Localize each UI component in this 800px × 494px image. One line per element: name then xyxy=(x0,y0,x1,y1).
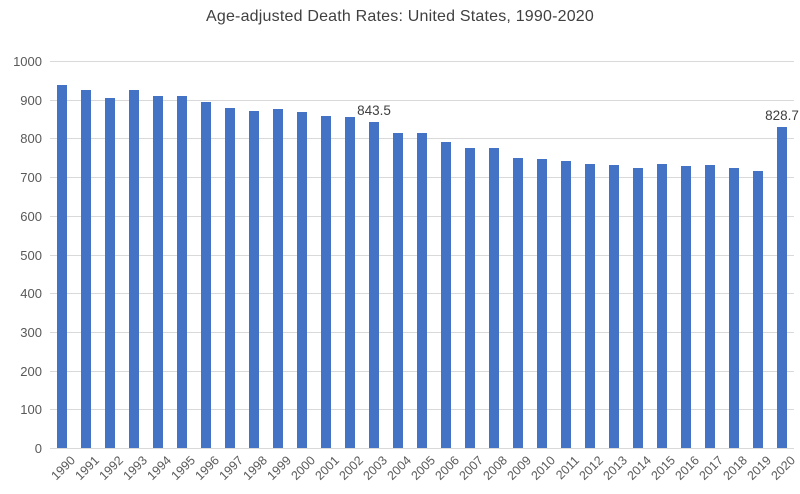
x-axis-tick-label: 2020 xyxy=(768,453,799,483)
bar-2014 xyxy=(633,167,643,448)
x-axis-tick-label: 2011 xyxy=(553,453,583,483)
bar-2008 xyxy=(489,148,499,448)
x-axis-tick-label: 1992 xyxy=(96,453,127,483)
data-label-2020: 828.7 xyxy=(765,108,799,124)
bar-2010 xyxy=(537,158,547,448)
bar-1996 xyxy=(201,101,211,448)
y-axis-tick-label: 0 xyxy=(34,441,42,456)
bar-2006 xyxy=(441,141,451,448)
x-axis-tick-label: 2012 xyxy=(576,453,607,483)
bar-1991 xyxy=(81,90,91,448)
x-axis-tick-label: 2001 xyxy=(312,453,343,483)
x-axis-tick-label: 2004 xyxy=(384,453,415,483)
bar-2003 xyxy=(369,121,379,448)
x-axis-tick-label: 2013 xyxy=(600,453,631,483)
bar-2016 xyxy=(681,165,691,448)
gridline-0 xyxy=(50,448,794,449)
x-axis-tick-label: 2002 xyxy=(336,453,367,483)
x-axis-tick-label: 2000 xyxy=(288,453,319,483)
bar-1995 xyxy=(177,95,187,448)
x-axis-tick-label: 2007 xyxy=(456,453,487,483)
bar-2013 xyxy=(609,164,619,448)
y-axis-tick-label: 700 xyxy=(20,170,42,185)
bar-2002 xyxy=(345,116,355,448)
bar-1998 xyxy=(249,111,259,448)
bar-1997 xyxy=(225,108,235,448)
bar-1994 xyxy=(153,95,163,448)
gridline-1000 xyxy=(50,61,794,62)
x-axis-tick-label: 2003 xyxy=(360,453,391,483)
x-axis-tick-label: 2008 xyxy=(480,453,511,483)
y-axis-tick-label: 800 xyxy=(20,131,42,146)
bar-2001 xyxy=(321,115,331,448)
bar-1993 xyxy=(129,89,139,448)
bar-2000 xyxy=(297,111,307,448)
x-axis-tick-label: 2018 xyxy=(720,453,751,483)
x-axis-tick-label: 2014 xyxy=(624,453,655,483)
x-axis-tick-label: 1993 xyxy=(120,453,151,483)
y-axis-tick-label: 1000 xyxy=(13,54,42,69)
x-axis-tick-label: 1997 xyxy=(216,453,247,483)
bar-2015 xyxy=(657,164,667,448)
y-axis-tick-label: 900 xyxy=(20,93,42,108)
bar-1992 xyxy=(105,97,115,448)
y-axis-tick-label: 500 xyxy=(20,248,42,263)
gridline-900 xyxy=(50,100,794,101)
bar-2007 xyxy=(465,147,475,448)
bar-2005 xyxy=(417,132,427,448)
x-axis-tick-label: 2010 xyxy=(528,453,559,483)
bar-2019 xyxy=(753,171,763,448)
bar-2012 xyxy=(585,164,595,448)
data-label-2003: 843.5 xyxy=(357,102,391,118)
bar-2004 xyxy=(393,133,403,448)
x-axis-tick-label: 2005 xyxy=(408,453,439,483)
x-axis-tick-label: 2009 xyxy=(504,453,535,483)
bar-2017 xyxy=(705,164,715,448)
x-axis-tick-label: 1994 xyxy=(144,453,175,483)
bar-2020 xyxy=(777,127,787,448)
bar-2009 xyxy=(513,157,523,448)
x-axis-tick-label: 2015 xyxy=(648,453,679,483)
bar-1999 xyxy=(273,109,283,448)
y-axis-tick-label: 200 xyxy=(20,364,42,379)
x-axis-tick-label: 2019 xyxy=(744,453,775,483)
chart-title: Age-adjusted Death Rates: United States,… xyxy=(205,8,595,25)
x-axis-tick-label: 2017 xyxy=(696,453,727,483)
x-axis-tick-label: 1999 xyxy=(264,453,295,483)
x-axis-tick-label: 1991 xyxy=(72,453,103,483)
x-axis-tick-label: 1998 xyxy=(240,453,271,483)
x-axis-tick-label: 2016 xyxy=(672,453,703,483)
y-axis-tick-label: 300 xyxy=(20,325,42,340)
x-axis-tick-label: 1996 xyxy=(192,453,223,483)
y-axis-tick-label: 400 xyxy=(20,286,42,301)
bar-2011 xyxy=(561,161,571,448)
x-axis-tick-label: 1990 xyxy=(48,453,79,483)
y-axis-tick-label: 600 xyxy=(20,209,42,224)
y-axis-tick-label: 100 xyxy=(20,402,42,417)
bar-1990 xyxy=(57,84,67,448)
bar-2018 xyxy=(729,167,739,448)
x-axis-tick-label: 1995 xyxy=(168,453,199,483)
x-axis-tick-label: 2006 xyxy=(432,453,463,483)
